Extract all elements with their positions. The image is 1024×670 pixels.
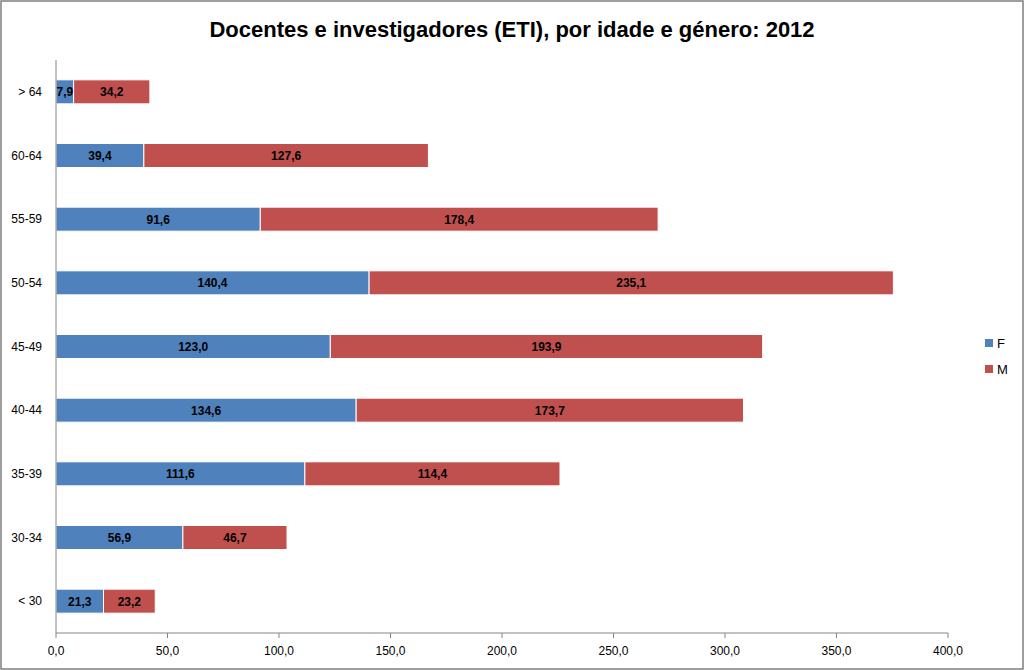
bar: [56, 80, 74, 104]
category-label: < 30: [18, 594, 42, 608]
bar: [144, 144, 429, 168]
data-label: 114,4: [418, 467, 448, 481]
bar: [56, 271, 369, 295]
category-label: 60-64: [11, 149, 42, 163]
bar: [56, 589, 103, 613]
bar: [356, 398, 743, 422]
tick-label: 400,0: [933, 644, 963, 658]
tick: [502, 633, 503, 638]
data-label: 123,0: [178, 340, 208, 354]
data-label: 46,7: [223, 531, 247, 545]
data-label: 39,4: [88, 149, 112, 163]
marks: [56, 80, 893, 613]
category-label: 45-49: [11, 340, 42, 354]
bar: [56, 335, 330, 359]
bar: [56, 398, 356, 422]
data-label: 21,3: [68, 595, 92, 609]
bar: [74, 80, 150, 104]
tick-label: 150,0: [375, 644, 405, 658]
data-label: 134,6: [191, 404, 221, 418]
category-label: 40-44: [11, 403, 42, 417]
legend: FM: [985, 336, 1008, 377]
bar: [260, 207, 658, 231]
data-label: 34,2: [100, 85, 124, 99]
y-axis: [56, 60, 57, 633]
tick: [725, 633, 726, 638]
legend-swatch: [985, 339, 993, 347]
data-label: 140,4: [198, 276, 228, 290]
data-label: 91,6: [146, 213, 170, 227]
category-label: > 64: [18, 85, 42, 99]
tick: [613, 633, 614, 638]
category-label: 30-34: [11, 531, 42, 545]
category-label: 50-54: [11, 276, 42, 290]
tick-label: 200,0: [487, 644, 517, 658]
data-label: 235,1: [616, 276, 646, 290]
tick: [279, 633, 280, 638]
data-label: 23,2: [118, 595, 142, 609]
data-label: 178,4: [444, 213, 474, 227]
tick: [948, 633, 949, 638]
bar: [56, 144, 144, 168]
legend-label: F: [997, 336, 1005, 351]
data-label: 7,9: [56, 85, 73, 99]
data-label: 127,6: [271, 149, 301, 163]
bar: [369, 271, 893, 295]
bar: [330, 335, 762, 359]
data-label: 173,7: [535, 404, 565, 418]
legend-swatch: [985, 365, 993, 373]
bar: [56, 207, 260, 231]
tick-label: 250,0: [598, 644, 628, 658]
chart: Docentes e investigadores (ETI), por ida…: [0, 0, 1024, 670]
data-label: 111,6: [166, 467, 195, 481]
tick-label: 50,0: [156, 644, 180, 658]
tick-label: 300,0: [710, 644, 740, 658]
bar: [56, 526, 183, 550]
tick: [836, 633, 837, 638]
tick: [167, 633, 168, 638]
category-label: 35-39: [11, 467, 42, 481]
tick: [390, 633, 391, 638]
legend-label: M: [997, 362, 1008, 377]
category-label: 55-59: [11, 212, 42, 226]
bar: [183, 526, 287, 550]
tick: [56, 633, 57, 638]
tick-label: 100,0: [264, 644, 294, 658]
title: Docentes e investigadores (ETI), por ida…: [209, 17, 814, 42]
data-label: 56,9: [108, 531, 132, 545]
data-labels: 21,3 23,2 56,9 46,7 111,6 114,4 134,6 173,7 123,…: [56, 85, 646, 608]
bar: [305, 462, 560, 486]
data-label: 193,9: [531, 340, 561, 354]
bar: [103, 589, 155, 613]
tick-label: 0,0: [48, 644, 65, 658]
bar: [56, 462, 305, 486]
tick-label: 350,0: [821, 644, 851, 658]
frame: [1, 1, 1023, 669]
